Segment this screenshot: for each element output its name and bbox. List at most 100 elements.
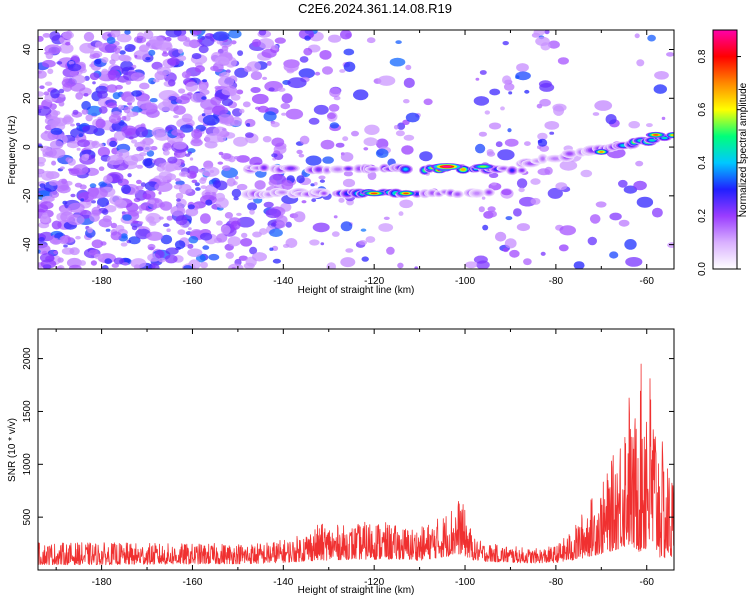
heatmap-speckle bbox=[110, 30, 121, 38]
heatmap-feature bbox=[403, 168, 408, 171]
heatmap-speckle bbox=[151, 126, 166, 138]
heatmap-feature bbox=[370, 168, 375, 171]
heatmap-speckle bbox=[175, 215, 188, 226]
heatmap-speckle bbox=[405, 64, 412, 71]
heatmap-feature bbox=[662, 137, 667, 139]
heatmap-speckle bbox=[221, 87, 236, 96]
heatmap-speckle bbox=[195, 187, 201, 191]
heatmap-speckle bbox=[100, 241, 107, 246]
heatmap-speckle bbox=[280, 103, 291, 110]
heatmap-speckle bbox=[530, 178, 541, 185]
heatmap-speckle bbox=[51, 220, 62, 230]
heatmap-speckle bbox=[277, 87, 286, 92]
heatmap-speckle bbox=[340, 152, 354, 162]
y-tick-label: 0 bbox=[22, 144, 33, 150]
heatmap-speckle bbox=[102, 215, 112, 223]
heatmap-speckle bbox=[399, 199, 414, 209]
heatmap-speckle bbox=[57, 265, 65, 269]
heatmap-speckle bbox=[167, 79, 176, 87]
heatmap-speckle bbox=[249, 156, 263, 168]
heatmap-speckle bbox=[265, 208, 282, 219]
heatmap-speckle bbox=[97, 197, 109, 208]
heatmap-speckle bbox=[123, 106, 131, 114]
heatmap-speckle bbox=[200, 185, 207, 190]
heatmap-speckle bbox=[52, 110, 61, 116]
heatmap-speckle bbox=[270, 222, 277, 227]
heatmap-speckle bbox=[320, 242, 325, 246]
heatmap-speckle bbox=[365, 236, 376, 243]
heatmap-speckle bbox=[167, 57, 180, 66]
heatmap-speckle bbox=[293, 211, 306, 223]
heatmap-feature bbox=[449, 191, 453, 195]
heatmap-speckle bbox=[97, 146, 110, 157]
heatmap-speckle bbox=[113, 47, 121, 54]
heatmap-speckle bbox=[149, 221, 157, 226]
heatmap-speckle bbox=[39, 85, 45, 89]
heatmap-speckle bbox=[524, 89, 530, 94]
heatmap-speckle bbox=[149, 98, 158, 103]
heatmap-spectrum bbox=[38, 30, 674, 269]
x-tick-label: -180 bbox=[92, 276, 112, 287]
heatmap-speckle bbox=[633, 180, 647, 191]
heatmap-speckle bbox=[327, 112, 336, 119]
heatmap-feature bbox=[262, 166, 266, 169]
heatmap-speckle bbox=[39, 253, 55, 263]
heatmap-speckle bbox=[491, 182, 497, 186]
heatmap-speckle bbox=[38, 144, 43, 148]
heatmap-feature bbox=[653, 134, 659, 136]
heatmap-speckle bbox=[257, 105, 269, 113]
heatmap-speckle bbox=[166, 47, 173, 51]
heatmap-speckle bbox=[150, 146, 158, 151]
heatmap-speckle bbox=[230, 40, 237, 45]
heatmap-speckle bbox=[313, 104, 329, 115]
x-tick-label: -180 bbox=[92, 577, 112, 588]
heatmap-speckle bbox=[101, 57, 109, 63]
heatmap-speckle bbox=[92, 81, 96, 85]
heatmap-speckle bbox=[125, 80, 132, 85]
heatmap-speckle bbox=[86, 105, 103, 116]
heatmap-speckle bbox=[149, 35, 164, 47]
heatmap-speckle bbox=[59, 94, 66, 98]
heatmap-speckle bbox=[495, 141, 503, 148]
heatmap-speckle bbox=[376, 138, 389, 150]
heatmap-speckle bbox=[314, 71, 321, 76]
heatmap-speckle bbox=[118, 54, 127, 61]
heatmap-speckle bbox=[204, 191, 211, 196]
heatmap-speckle bbox=[482, 224, 489, 231]
heatmap-speckle bbox=[244, 66, 252, 73]
heatmap-speckle bbox=[135, 185, 144, 190]
heatmap-speckle bbox=[102, 209, 109, 215]
heatmap-speckle bbox=[312, 222, 330, 233]
heatmap-speckle bbox=[386, 246, 395, 255]
heatmap-speckle bbox=[158, 216, 164, 220]
heatmap-speckle bbox=[544, 30, 550, 35]
heatmap-speckle bbox=[165, 163, 175, 172]
heatmap-speckle bbox=[194, 182, 200, 187]
heatmap-speckle bbox=[287, 77, 307, 89]
heatmap-speckle bbox=[201, 113, 206, 117]
heatmap-speckle bbox=[360, 228, 367, 232]
heatmap-speckle bbox=[59, 235, 69, 245]
heatmap-speckle bbox=[216, 40, 223, 45]
heatmap-speckle bbox=[345, 248, 354, 253]
heatmap-speckle bbox=[122, 214, 132, 221]
heatmap-speckle bbox=[154, 181, 173, 192]
heatmap-speckle bbox=[176, 198, 181, 202]
heatmap-speckle bbox=[166, 215, 173, 221]
heatmap-speckle bbox=[93, 253, 104, 260]
heatmap-speckle bbox=[43, 91, 50, 96]
heatmap-speckle bbox=[481, 196, 486, 200]
colorbar-tick-label: 0.8 bbox=[697, 49, 708, 63]
heatmap-speckle bbox=[198, 45, 209, 54]
heatmap-speckle bbox=[239, 108, 245, 114]
heatmap-speckle bbox=[338, 197, 345, 203]
heatmap-speckle bbox=[177, 34, 187, 42]
heatmap-speckle bbox=[68, 202, 85, 213]
heatmap-speckle bbox=[509, 249, 520, 258]
heatmap-speckle bbox=[178, 48, 184, 54]
heatmap-speckle bbox=[183, 40, 195, 47]
heatmap-speckle bbox=[221, 45, 229, 51]
heatmap-speckle bbox=[236, 212, 242, 216]
heatmap-speckle bbox=[113, 257, 125, 265]
heatmap-feature bbox=[567, 152, 572, 155]
